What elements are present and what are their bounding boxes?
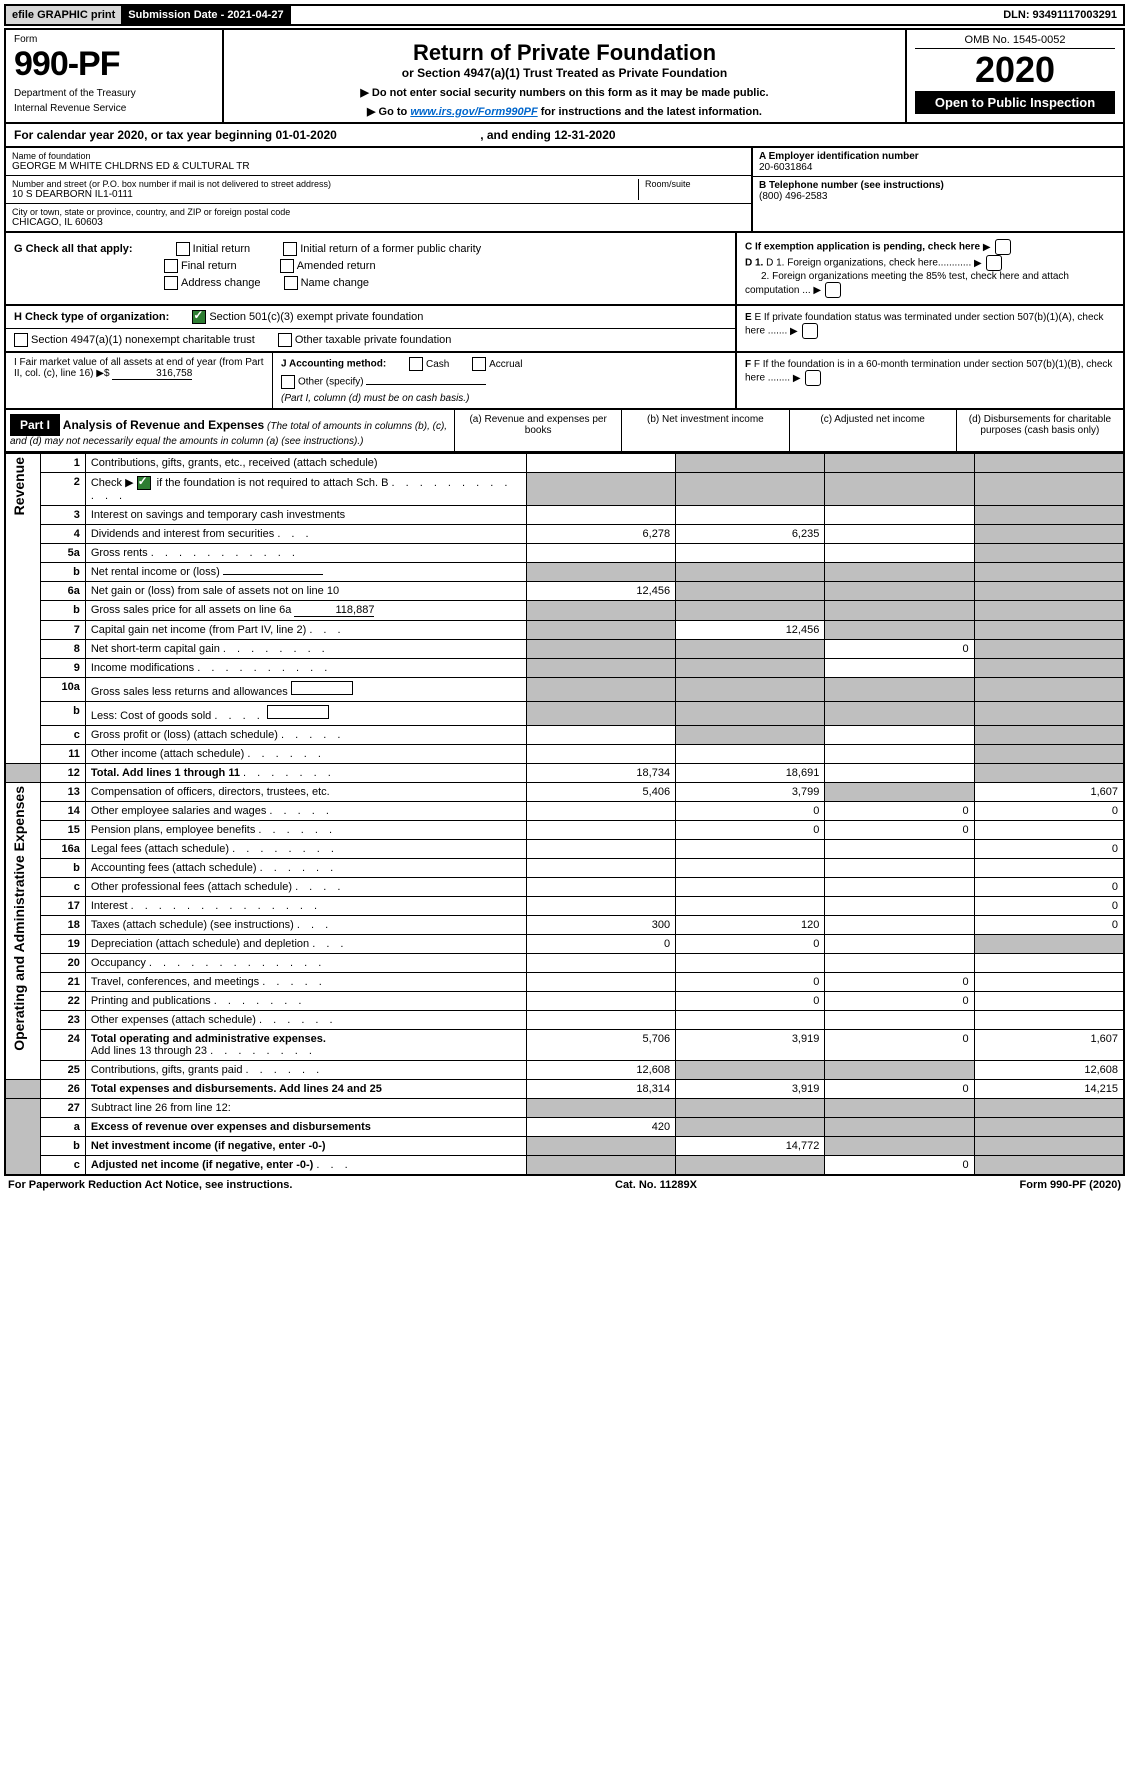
col-d-header: (d) Disbursements for charitable purpose… <box>956 410 1123 451</box>
submission-date: Submission Date - 2021-04-27 <box>122 6 290 24</box>
omb-number: OMB No. 1545-0052 <box>915 34 1115 49</box>
chk-cash[interactable] <box>409 357 423 371</box>
analysis-table: Revenue 1Contributions, gifts, grants, e… <box>4 453 1125 1176</box>
chk-address-change[interactable] <box>164 276 178 290</box>
ein-value: 20-6031864 <box>759 162 1117 173</box>
form-title-block: Return of Private Foundation or Section … <box>224 30 907 122</box>
chk-501c3[interactable] <box>192 310 206 324</box>
foundation-name: GEORGE M WHITE CHLDRNS ED & CULTURAL TR <box>12 161 745 172</box>
form-subtitle: or Section 4947(a)(1) Trust Treated as P… <box>232 66 897 80</box>
part1-bar: Part I <box>10 414 60 436</box>
j-note: (Part I, column (d) must be on cash basi… <box>281 393 727 404</box>
col-a-header: (a) Revenue and expenses per books <box>454 410 621 451</box>
form-word: Form <box>14 34 214 45</box>
chk-schb[interactable] <box>137 476 151 490</box>
city-label: City or town, state or province, country… <box>12 207 745 217</box>
efile-label: efile GRAPHIC print <box>6 6 122 24</box>
fmv-value: 316,758 <box>112 368 192 380</box>
col-b-header: (b) Net investment income <box>621 410 788 451</box>
instr-goto: ▶ Go to www.irs.gov/Form990PF for instru… <box>232 105 897 118</box>
h-label: H Check type of organization: <box>14 311 169 323</box>
g-label: G Check all that apply: <box>14 243 133 255</box>
top-bar: efile GRAPHIC print Submission Date - 20… <box>4 4 1125 26</box>
address-value: 10 S DEARBORN IL1-0111 <box>12 189 638 200</box>
year-begin: 01-01-2020 <box>275 128 336 142</box>
form-title: Return of Private Foundation <box>232 40 897 66</box>
instr-ssn: ▶ Do not enter social security numbers o… <box>232 86 897 99</box>
form-number: 990-PF <box>14 45 214 84</box>
form-footer: Form 990-PF (2020) <box>1020 1179 1121 1191</box>
d2-label: 2. Foreign organizations meeting the 85%… <box>745 271 1069 296</box>
section-h: H Check type of organization: Section 50… <box>4 306 1125 353</box>
chk-accrual[interactable] <box>472 357 486 371</box>
irs-label: Internal Revenue Service <box>14 103 214 114</box>
chk-d2[interactable] <box>825 282 841 298</box>
name-label: Name of foundation <box>12 151 745 161</box>
part1-title: Analysis of Revenue and Expenses <box>63 418 264 432</box>
form-header: Form 990-PF Department of the Treasury I… <box>4 28 1125 124</box>
line6b-val: 118,887 <box>294 604 374 617</box>
chk-other-method[interactable] <box>281 375 295 389</box>
address-label: Number and street (or P.O. box number if… <box>12 179 638 189</box>
chk-other-taxable[interactable] <box>278 333 292 347</box>
tax-year: 2020 <box>915 49 1115 91</box>
chk-initial[interactable] <box>176 242 190 256</box>
city-value: CHICAGO, IL 60603 <box>12 217 745 228</box>
dept-treasury: Department of the Treasury <box>14 88 214 99</box>
part1-header: Part I Analysis of Revenue and Expenses … <box>4 410 1125 453</box>
chk-4947[interactable] <box>14 333 28 347</box>
chk-f[interactable] <box>805 370 821 386</box>
phone-value: (800) 496-2583 <box>759 191 1117 202</box>
c-label: C If exemption application is pending, c… <box>745 242 980 253</box>
chk-c[interactable] <box>995 239 1011 255</box>
chk-initial-former[interactable] <box>283 242 297 256</box>
revenue-side-label: Revenue <box>11 457 27 515</box>
chk-e[interactable] <box>802 323 818 339</box>
chk-amended[interactable] <box>280 259 294 273</box>
j-label: J Accounting method: <box>281 359 386 370</box>
a-label: A Employer identification number <box>759 151 1117 162</box>
room-label: Room/suite <box>645 179 745 189</box>
dln: DLN: 93491117003291 <box>997 6 1123 24</box>
form-id-block: Form 990-PF Department of the Treasury I… <box>6 30 224 122</box>
d1-label: D 1. D 1. Foreign organizations, check h… <box>745 258 971 269</box>
page-footer: For Paperwork Reduction Act Notice, see … <box>4 1176 1125 1194</box>
chk-d1[interactable] <box>986 255 1002 271</box>
col-c-header: (c) Adjusted net income <box>789 410 956 451</box>
year-end: 12-31-2020 <box>554 128 615 142</box>
chk-name-change[interactable] <box>284 276 298 290</box>
irs-link[interactable]: www.irs.gov/Form990PF <box>410 106 537 118</box>
section-ij: I Fair market value of all assets at end… <box>4 353 1125 410</box>
expenses-side-label: Operating and Administrative Expenses <box>11 786 27 1051</box>
cat-no: Cat. No. 11289X <box>615 1179 697 1191</box>
open-to-public: Open to Public Inspection <box>915 91 1115 114</box>
calendar-year-row: For calendar year 2020, or tax year begi… <box>4 124 1125 148</box>
section-g: G Check all that apply: Initial return I… <box>4 233 1125 306</box>
chk-final[interactable] <box>164 259 178 273</box>
entity-info: Name of foundation GEORGE M WHITE CHLDRN… <box>4 148 1125 233</box>
paperwork-notice: For Paperwork Reduction Act Notice, see … <box>8 1179 292 1191</box>
form-year-block: OMB No. 1545-0052 2020 Open to Public In… <box>907 30 1123 122</box>
b-label: B Telephone number (see instructions) <box>759 180 1117 191</box>
